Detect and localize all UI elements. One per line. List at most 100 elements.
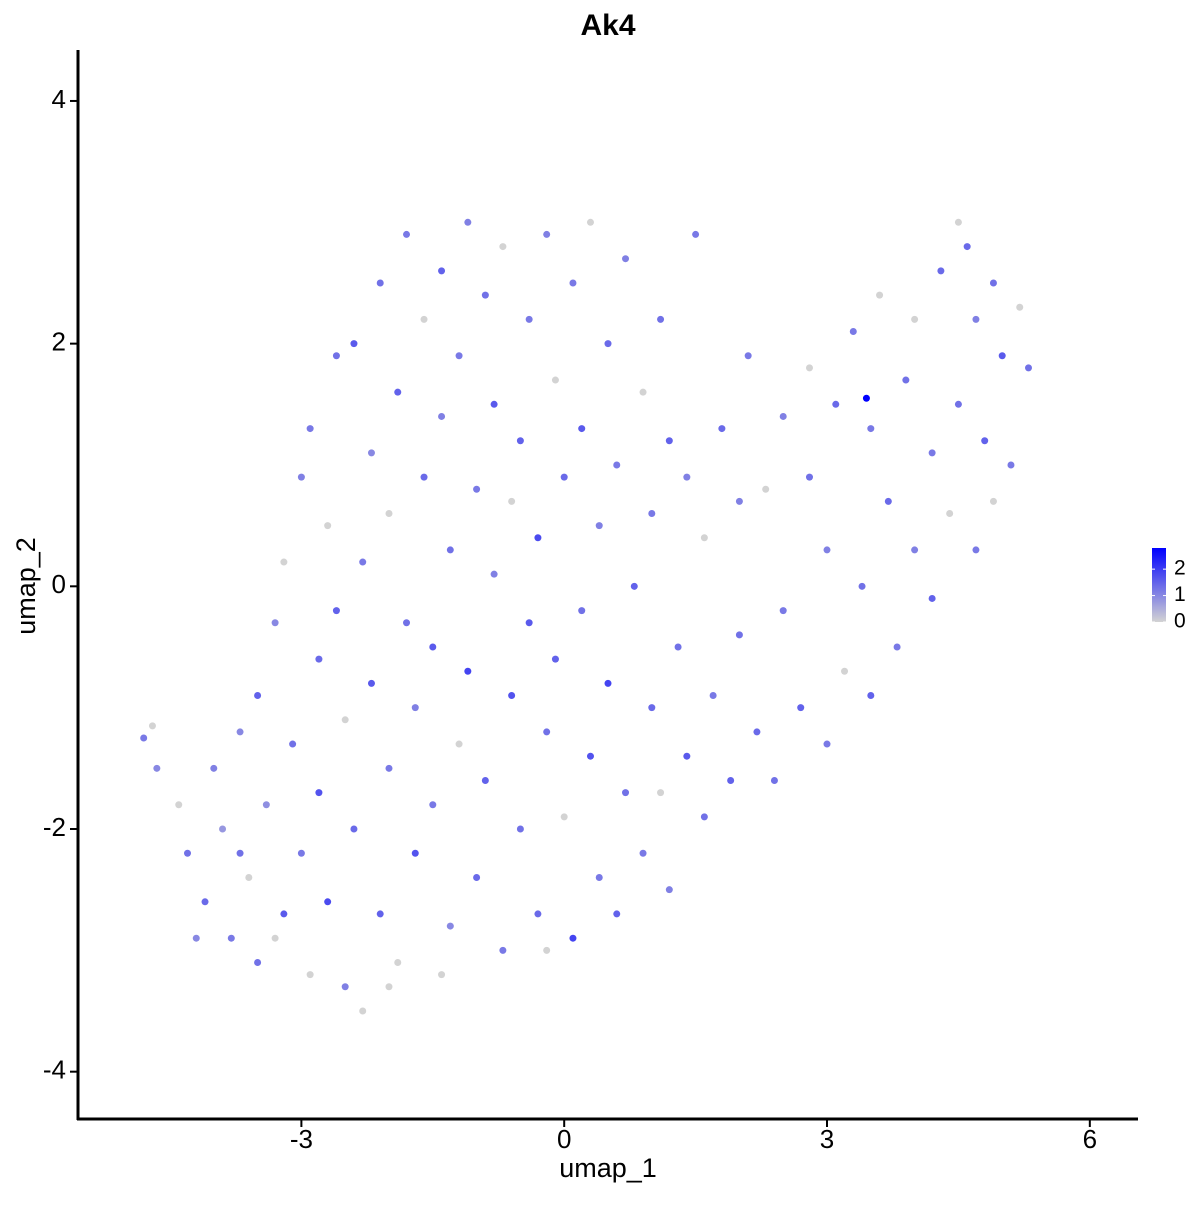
point [937,267,945,275]
point [508,497,516,505]
point [236,849,244,857]
point [1016,303,1024,311]
point [560,813,568,821]
point [954,400,962,408]
point [473,874,481,882]
point [683,752,691,760]
point [884,497,892,505]
point [867,425,875,433]
point [981,437,989,445]
point [280,910,288,918]
point [639,849,647,857]
point [586,752,594,760]
point [595,874,603,882]
point [718,425,726,433]
x-axis-label: umap_1 [559,1153,657,1183]
point [551,655,559,663]
point [184,849,192,857]
point [455,352,463,360]
point [315,655,323,663]
point [665,437,673,445]
point [779,412,787,420]
point [700,534,708,542]
point [254,958,262,966]
point [516,437,524,445]
y-tick-label: 2 [52,327,66,357]
point [744,352,752,360]
point [928,449,936,457]
point [902,376,910,384]
point [543,946,551,954]
point [271,934,279,942]
point [271,619,279,627]
point [534,534,542,542]
point [543,728,551,736]
point [805,473,813,481]
point [403,619,411,627]
point [508,692,516,700]
point [560,473,568,481]
y-tick-label: -2 [43,812,66,842]
point [332,352,340,360]
point [192,934,200,942]
point [385,510,393,518]
point [832,400,840,408]
point [735,631,743,639]
point [849,328,857,336]
point [499,243,507,251]
point [858,582,866,590]
point [236,728,244,736]
point [578,425,586,433]
point [779,607,787,615]
point [622,255,630,263]
point [862,394,870,402]
point [481,776,489,784]
point [455,740,463,748]
point [306,425,314,433]
point [394,958,402,966]
point [315,789,323,797]
point [245,874,253,882]
point [446,546,454,554]
point [586,218,594,226]
point [753,728,761,736]
point [438,412,446,420]
colorbar-label: 1 [1174,583,1186,606]
point [490,400,498,408]
x-tick-label: -3 [290,1124,313,1154]
x-tick-label: 6 [1083,1124,1097,1154]
point [254,692,262,700]
point [709,692,717,700]
point [525,619,533,627]
point [1007,461,1015,469]
point [148,722,156,730]
point [481,291,489,299]
point [604,679,612,687]
point [534,910,542,918]
point [289,740,297,748]
point [210,764,218,772]
point [657,315,665,323]
point [350,340,358,348]
point [911,546,919,554]
point [201,898,209,906]
point [464,218,472,226]
point [989,497,997,505]
point [727,776,735,784]
point [972,315,980,323]
point [341,716,349,724]
point [762,485,770,493]
point [490,570,498,578]
point [578,607,586,615]
point [403,230,411,238]
point [516,825,524,833]
y-axis-label: umap_2 [11,537,41,635]
point [604,340,612,348]
point [595,522,603,530]
point [569,279,577,287]
point [946,510,954,518]
x-tick-label: 0 [557,1124,571,1154]
point [876,291,884,299]
point [306,971,314,979]
y-tick-label: -4 [43,1055,66,1085]
